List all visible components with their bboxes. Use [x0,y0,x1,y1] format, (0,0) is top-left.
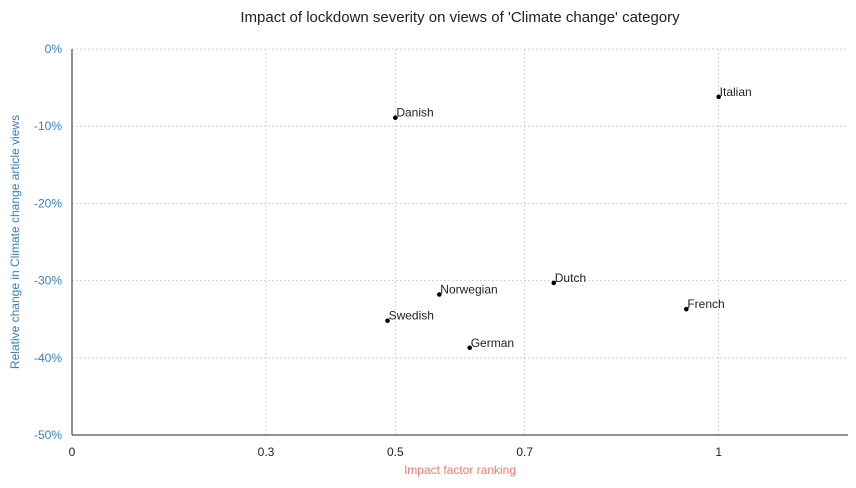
data-point-dutch [551,280,557,286]
point-label-norwegian: Norwegian [440,282,497,296]
x-tick-label: 0 [69,445,76,459]
x-tick-label: 0.7 [516,445,533,459]
data-point-norwegian [437,292,442,297]
data-point-swedish [385,318,390,324]
chart-title: Impact of lockdown severity on views of … [240,9,680,26]
point-label-italian: Italian [720,85,752,99]
y-tick-label: -30% [34,274,62,288]
point-label-swedish: Swedish [389,309,434,323]
y-axis-label: Relative change in Climate change articl… [8,115,22,369]
x-tick-label: 0.3 [258,445,275,459]
point-label-german: German [471,336,514,350]
y-tick-label: -20% [34,196,62,210]
point-label-french: French [687,297,724,311]
x-tick-labels: 0 0.3 0.5 0.7 1 [69,445,723,459]
point-label-danish: Danish [396,106,433,120]
data-point-french [684,306,689,312]
data-point-italian [716,94,721,100]
data-points: Italian Danish Dutch Norwegian French Swedish… [385,85,752,351]
data-point-danish [393,115,398,121]
y-tick-labels: 0% -10% -20% -30% -40% -50% [34,42,62,442]
data-point-german [467,345,473,351]
grid-lines [72,48,848,436]
y-tick-label: -50% [34,428,62,442]
y-tick-label: 0% [45,42,63,56]
y-tick-label: -10% [34,119,62,133]
x-axis-label: Impact factor ranking [404,463,516,477]
x-tick-label: 0.5 [387,445,404,459]
y-tick-label: -40% [34,351,62,365]
x-tick-label: 1 [715,445,722,459]
point-label-dutch: Dutch [555,271,586,285]
